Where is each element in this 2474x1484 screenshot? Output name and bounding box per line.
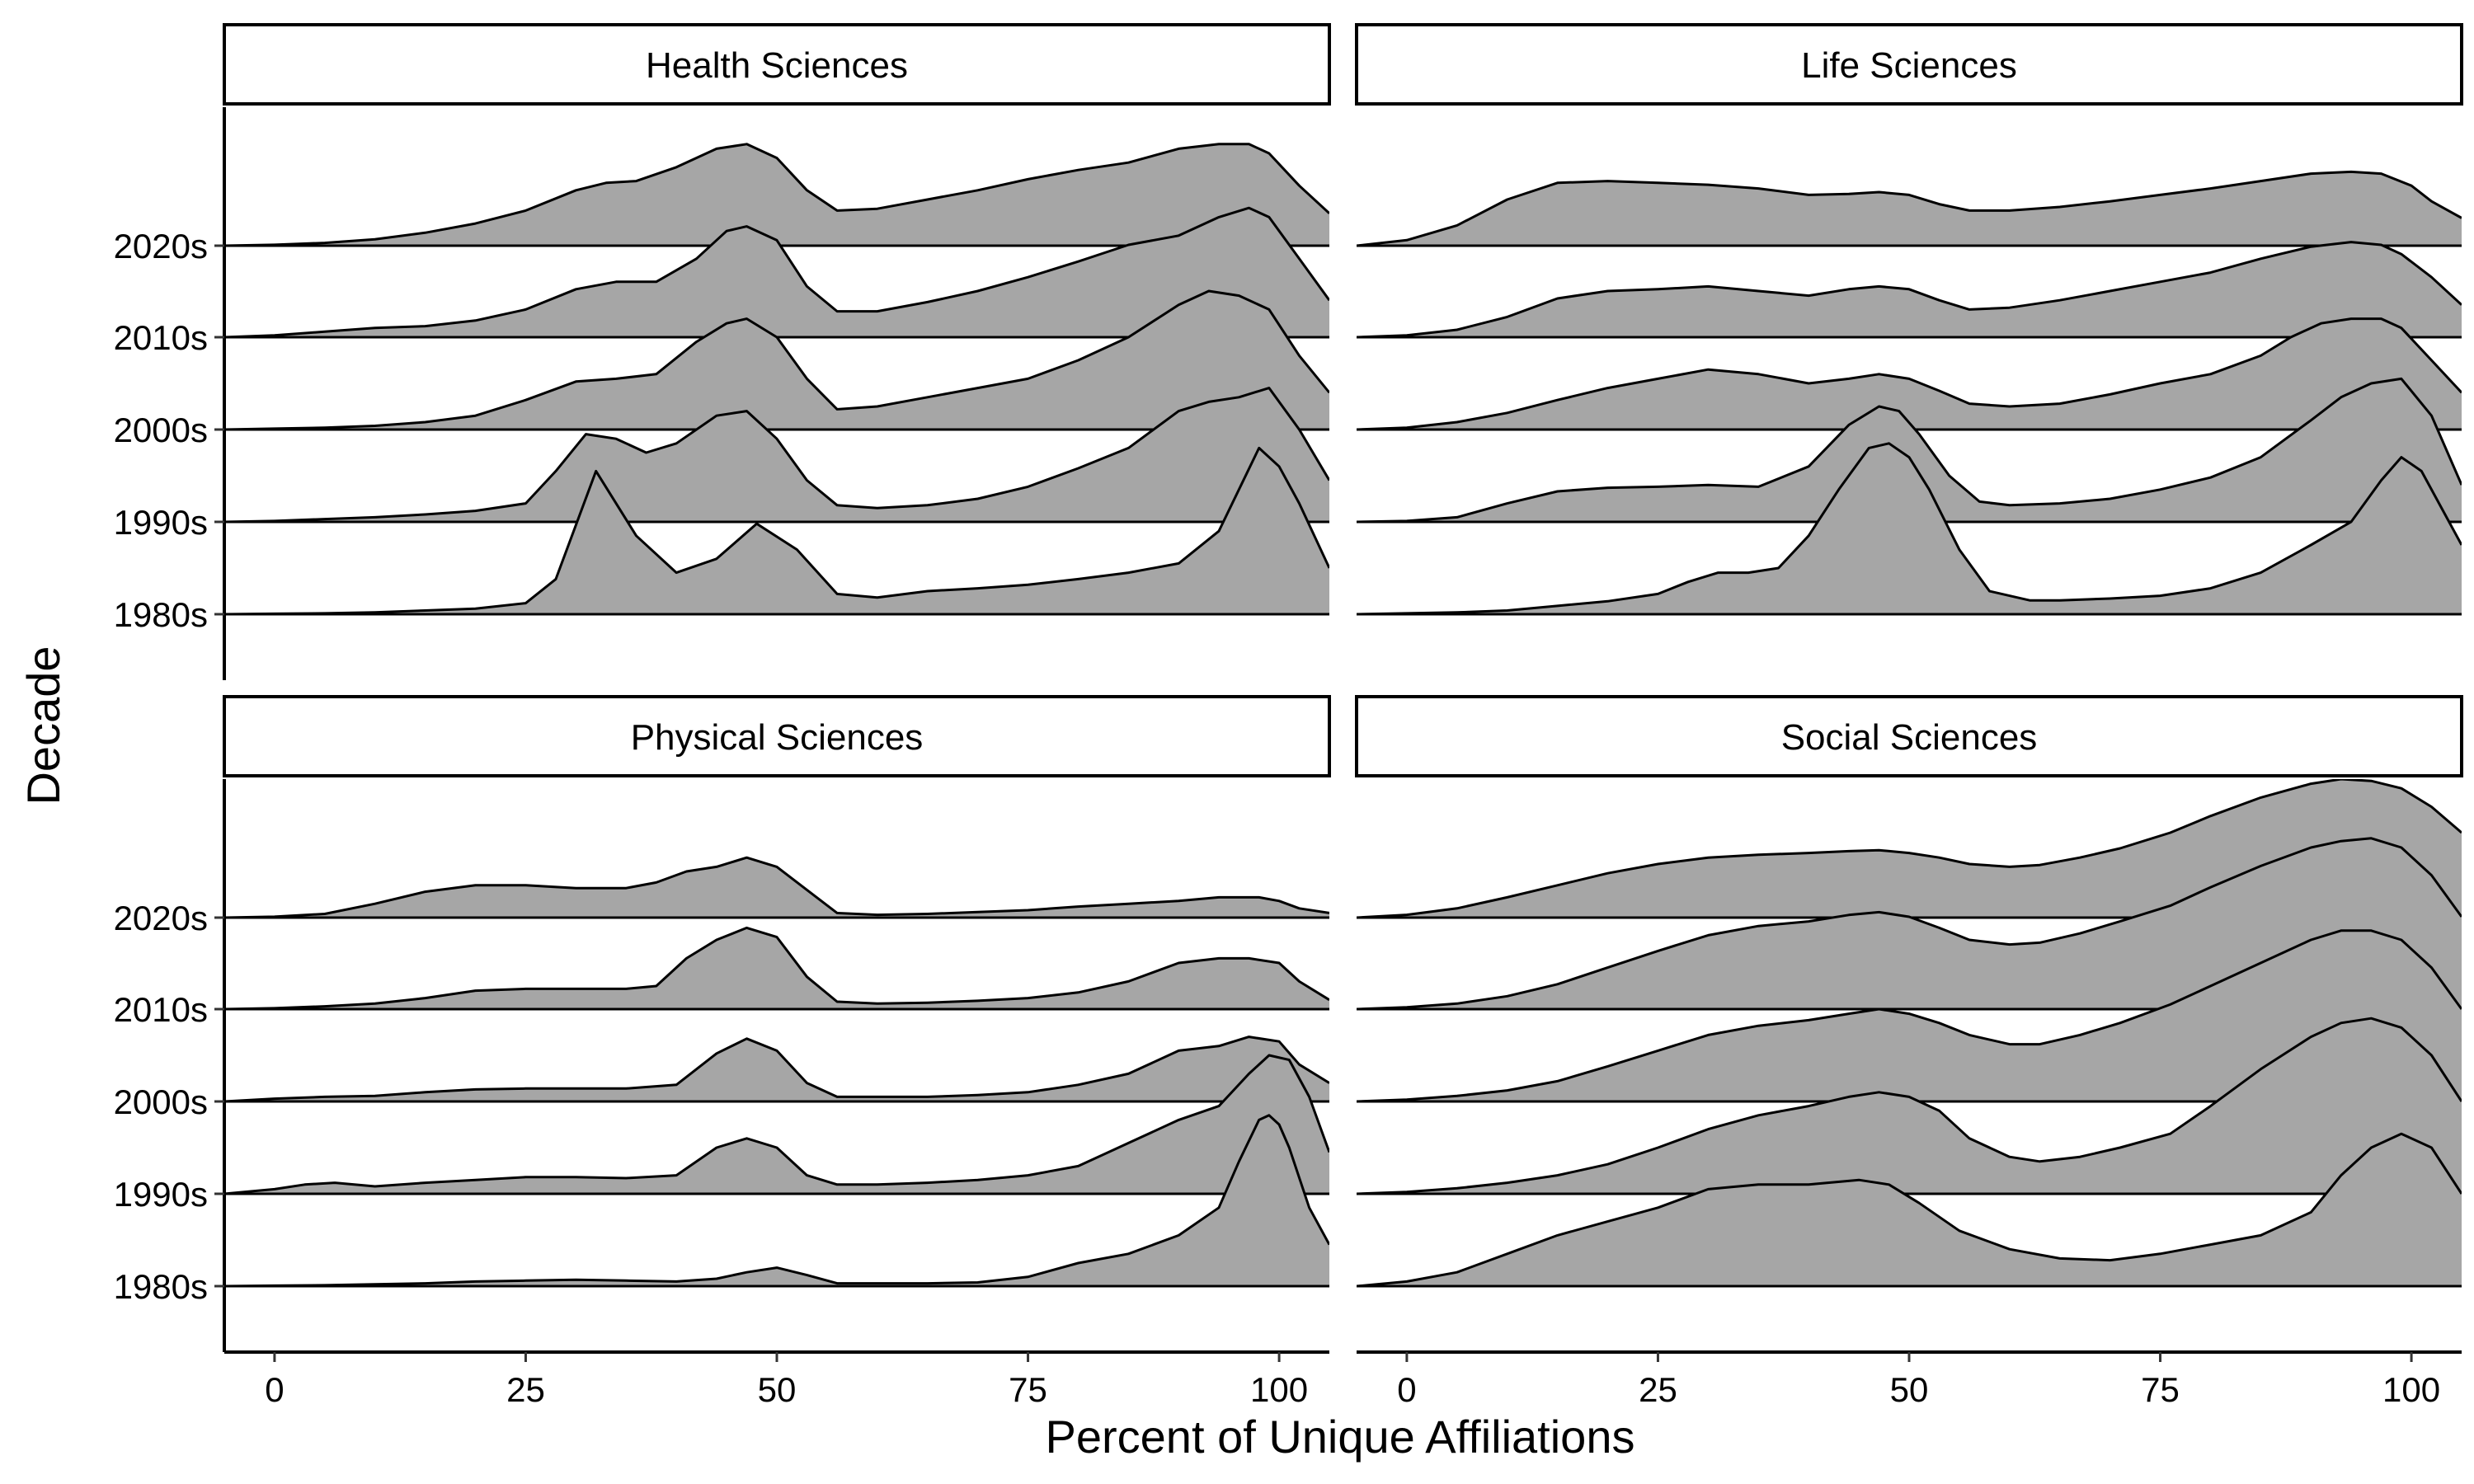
y-tick-label: 2020s xyxy=(114,227,208,265)
panel-plot-area xyxy=(1357,779,2462,1288)
facet-strip xyxy=(223,23,1331,106)
facet-panel: Health Sciences 1980s 1990s 2000s 2010s 2020s xyxy=(114,23,1331,680)
x-tick-label: 25 xyxy=(1639,1370,1677,1409)
ridge-line-1980s xyxy=(1357,442,2462,616)
y-tick-label: 2010s xyxy=(114,990,208,1029)
facet-strip-label: Physical Sciences xyxy=(631,717,924,758)
ridge-line-2000s xyxy=(1357,929,2462,1103)
ridge-area-1990s xyxy=(1357,1018,2462,1194)
ridge-area-2020s xyxy=(224,857,1329,918)
ridge-area-2020s xyxy=(1357,171,2462,246)
ridge-line-1980s xyxy=(224,446,1329,616)
y-axis-title: Decade xyxy=(17,646,69,805)
y-tick-label: 2020s xyxy=(114,899,208,937)
ridge-area-2010s xyxy=(224,928,1329,1009)
ridge-area-2000s xyxy=(224,291,1329,430)
ridge-area-2000s xyxy=(224,1036,1329,1101)
ridge-line-2020s xyxy=(224,856,1329,919)
facet-panel: Social Sciences 0 25 50 75 100 xyxy=(1355,695,2463,1409)
ridge-line-2010s xyxy=(224,206,1329,339)
ridge-area-2010s xyxy=(224,208,1329,337)
ridge-area-1980s xyxy=(1357,443,2462,614)
panel-grid: Health Sciences 1980s 1990s 2000s 2010s 2020s… xyxy=(114,23,2463,1409)
panel-plot-area xyxy=(224,856,1329,1288)
facet-panel: Life Sciences xyxy=(1355,23,2463,616)
ridge-line-2010s xyxy=(1357,837,2462,1011)
y-tick-label: 2000s xyxy=(114,411,208,449)
ridge-area-2020s xyxy=(224,143,1329,246)
ridge-line-1990s xyxy=(1357,1017,2462,1195)
x-tick-label: 75 xyxy=(2141,1370,2180,1409)
ridge-line-2020s xyxy=(224,143,1329,247)
ridge-line-1990s xyxy=(224,1054,1329,1195)
y-tick-label: 1980s xyxy=(114,595,208,634)
ridge-line-1990s xyxy=(1357,377,2462,524)
facet-strip-label: Life Sciences xyxy=(1801,45,2017,86)
ridge-area-2020s xyxy=(1357,779,2462,918)
x-tick-label: 50 xyxy=(758,1370,797,1409)
ridge-line-2000s xyxy=(224,289,1329,431)
ridge-line-2010s xyxy=(224,926,1329,1011)
x-tick-label: 0 xyxy=(1397,1370,1416,1409)
ridge-line-2020s xyxy=(1357,170,2462,247)
y-tick-label: 1990s xyxy=(114,1175,208,1214)
facet-strip xyxy=(1355,23,2463,106)
y-tick-label: 2010s xyxy=(114,318,208,357)
y-tick-label: 2000s xyxy=(114,1082,208,1121)
ridge-line-2000s xyxy=(224,1036,1329,1103)
facet-strip xyxy=(223,695,1331,777)
x-tick-label: 0 xyxy=(265,1370,284,1409)
ridge-line-1980s xyxy=(224,1114,1329,1288)
facet-strip-label: Health Sciences xyxy=(646,45,908,86)
ridge-area-1990s xyxy=(1357,378,2462,522)
facet-panel: Physical Sciences 1980s 1990s 2000s 2010s 202… xyxy=(114,695,1331,1409)
x-tick-label: 75 xyxy=(1009,1370,1047,1409)
x-axis-title: Percent of Unique Affiliations xyxy=(1046,1411,1635,1463)
ridge-line-1990s xyxy=(224,387,1329,524)
facet-strip-label: Social Sciences xyxy=(1781,717,2038,758)
x-tick-label: 25 xyxy=(506,1370,545,1409)
panel-plot-area xyxy=(1357,170,2462,616)
x-tick-label: 100 xyxy=(1250,1370,1308,1409)
ridge-area-1980s xyxy=(1357,1134,2462,1286)
ridge-area-1990s xyxy=(224,387,1329,522)
y-tick-label: 1990s xyxy=(114,503,208,542)
ridge-area-1980s xyxy=(224,1115,1329,1286)
x-tick-label: 50 xyxy=(1890,1370,1929,1409)
x-tick-label: 100 xyxy=(2382,1370,2440,1409)
ridge-line-2010s xyxy=(1357,241,2462,339)
ridge-area-2000s xyxy=(1357,318,2462,430)
facet-strip xyxy=(1355,695,2463,777)
ridge-line-2000s xyxy=(1357,317,2462,431)
ridge-area-2010s xyxy=(1357,838,2462,1009)
ridge-line-1980s xyxy=(1357,1132,2462,1288)
panel-plot-area xyxy=(224,143,1329,616)
ridge-line-2020s xyxy=(1357,779,2462,919)
ridge-area-1990s xyxy=(224,1055,1329,1194)
y-tick-label: 1980s xyxy=(114,1267,208,1306)
ridge-area-1980s xyxy=(224,448,1329,614)
